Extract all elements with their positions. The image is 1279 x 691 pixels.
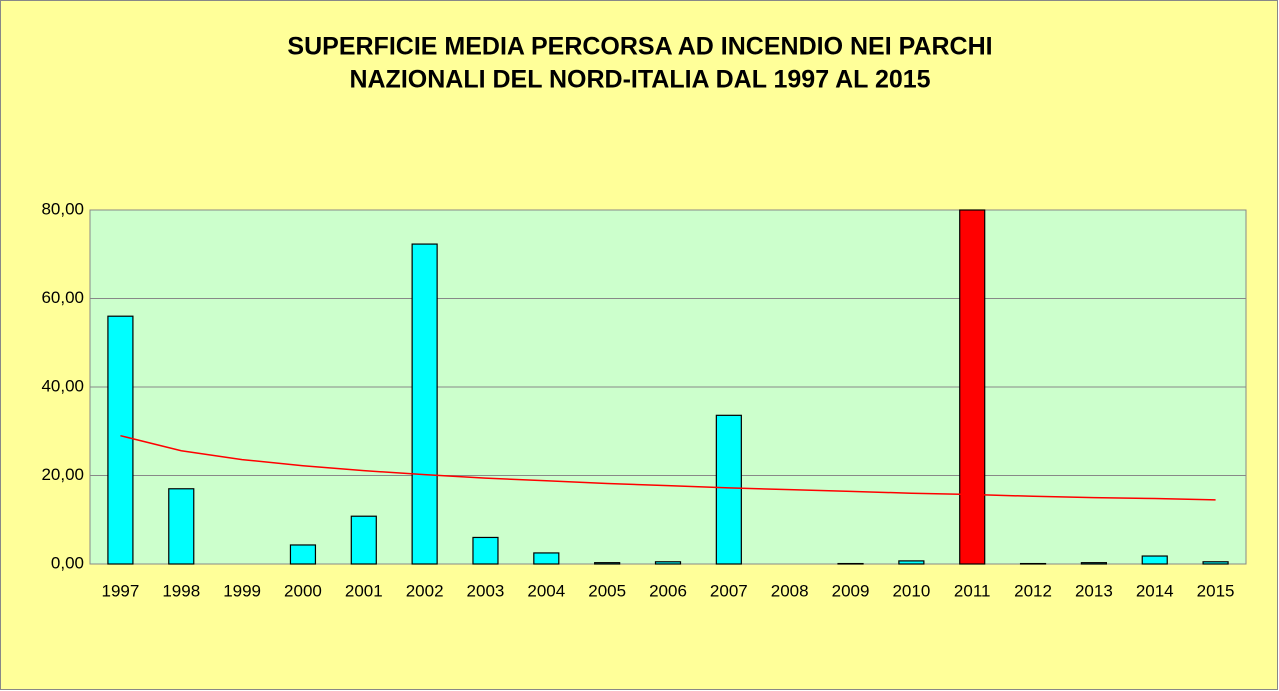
x-tick-label: 2006 — [649, 581, 687, 600]
x-tick-label: 2013 — [1075, 581, 1113, 600]
bar — [168, 488, 195, 565]
bar — [1202, 561, 1229, 565]
x-tick-label: 2005 — [588, 581, 626, 600]
bar — [959, 209, 986, 565]
x-tick-label: 1998 — [162, 581, 200, 600]
y-tick-label: 80,00 — [41, 199, 84, 218]
bar — [594, 562, 621, 565]
bar — [533, 552, 560, 565]
bar — [289, 544, 317, 565]
bar — [350, 515, 377, 565]
y-tick-label: 40,00 — [41, 376, 84, 395]
x-tick-label: 2008 — [771, 581, 809, 600]
chart-title: NAZIONALI DEL NORD-ITALIA DAL 1997 AL 20… — [349, 66, 930, 94]
bar — [654, 561, 682, 565]
y-tick-label: 0,00 — [51, 553, 84, 572]
x-tick-label: 1997 — [102, 581, 140, 600]
x-tick-label: 2014 — [1136, 581, 1174, 600]
y-tick-label: 60,00 — [41, 288, 84, 307]
trend-line — [120, 434, 1216, 501]
x-tick-label: 2009 — [832, 581, 870, 600]
bar — [472, 536, 499, 565]
x-tick-label: 2007 — [710, 581, 748, 600]
x-tick-label: 2015 — [1197, 581, 1235, 600]
x-tick-label: 2002 — [406, 581, 444, 600]
chart-title: SUPERFICIE MEDIA PERCORSA AD INCENDIO NE… — [287, 33, 992, 61]
bar — [1141, 555, 1168, 565]
x-tick-label: 2011 — [954, 581, 991, 600]
x-tick-label: 2004 — [527, 581, 565, 600]
x-tick-label: 2001 — [345, 581, 383, 600]
bar — [715, 414, 742, 565]
bar — [1080, 562, 1107, 565]
x-tick-label: 2010 — [892, 581, 930, 600]
bar — [411, 243, 438, 565]
x-tick-label: 2000 — [284, 581, 322, 600]
y-tick-label: 20,00 — [41, 465, 84, 484]
x-tick-label: 2003 — [467, 581, 505, 600]
bar — [107, 315, 134, 565]
bar — [898, 560, 925, 565]
x-tick-label: 2012 — [1014, 581, 1052, 600]
x-tick-label: 1999 — [223, 581, 261, 600]
